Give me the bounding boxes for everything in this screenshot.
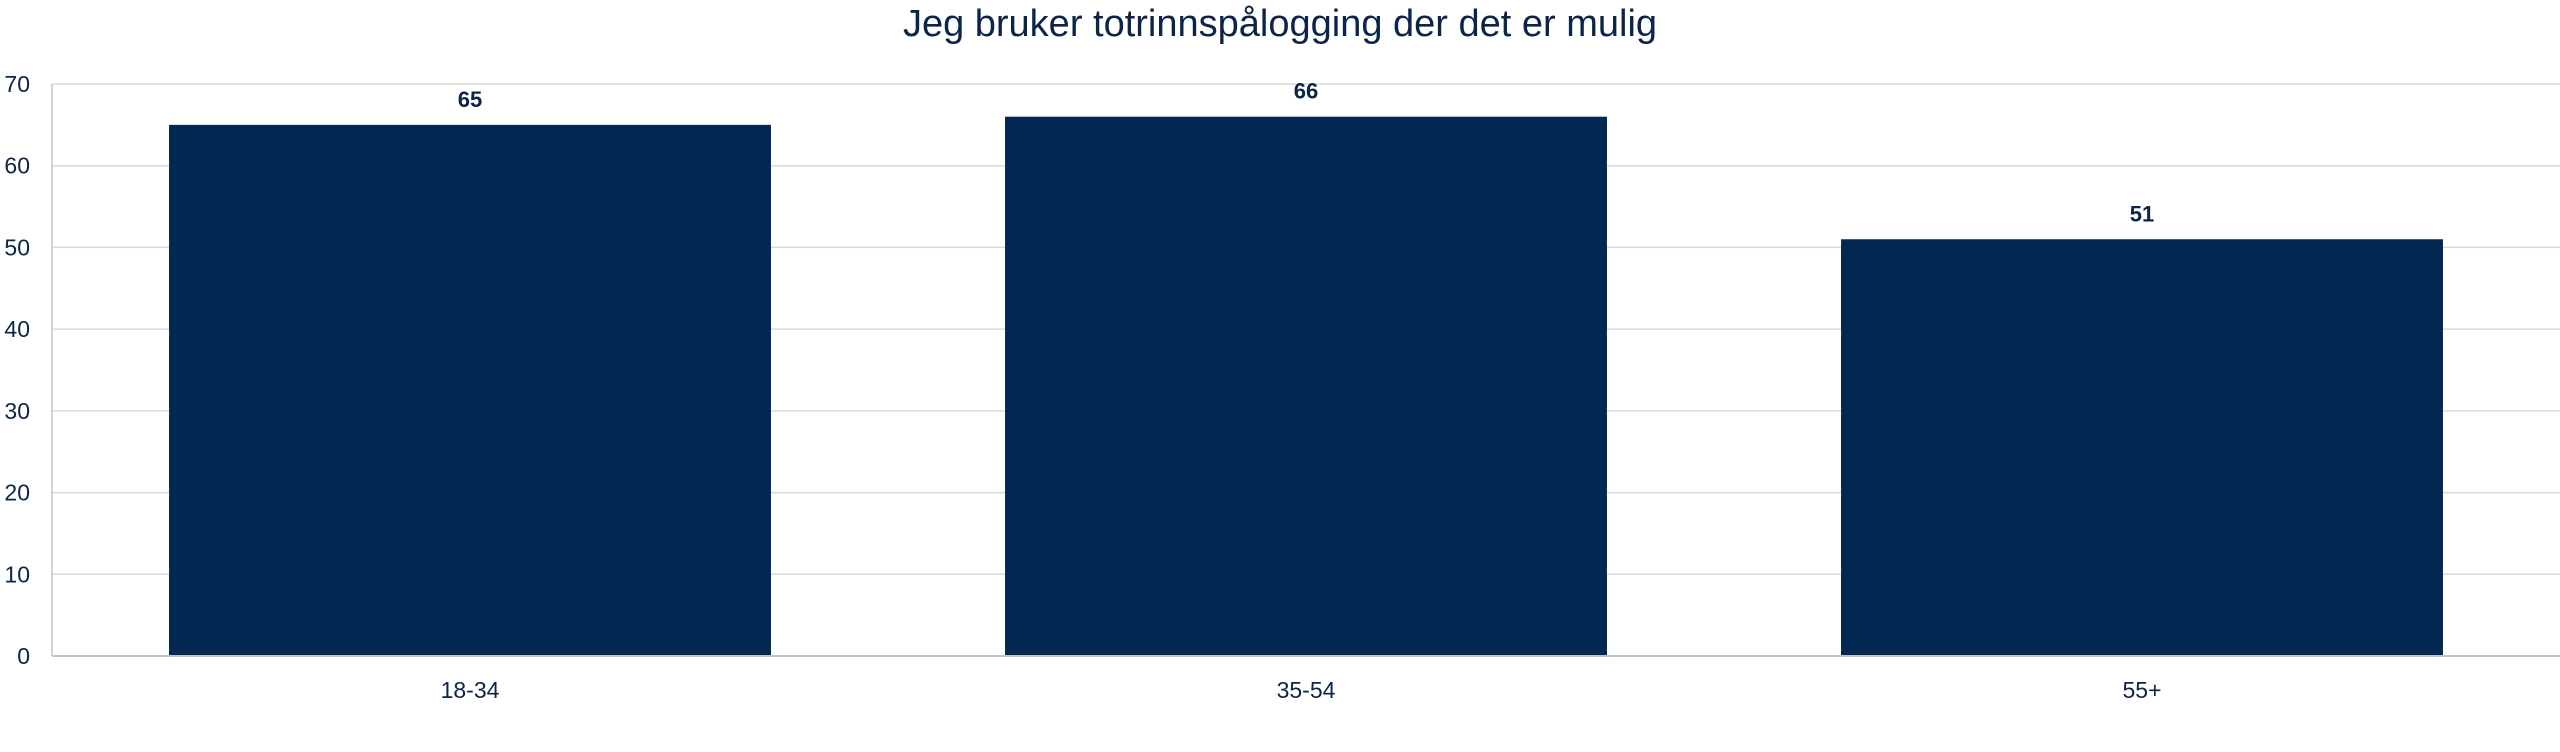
y-tick-label: 30 [4,398,30,424]
data-label: 51 [2130,201,2154,226]
labels: 0 10 20 30 40 50 60 70 65 18-34 66 35-54 51 55+ [4,71,2161,703]
chart-title: Jeg bruker totrinnspålogging der det er … [902,3,1658,45]
y-tick-label: 70 [4,71,30,97]
y-tick-label: 20 [4,480,30,506]
y-tick-label: 50 [4,234,30,260]
axes [51,84,2560,657]
bar-18-34 [169,124,771,657]
bars [169,116,2443,657]
x-tick-label: 55+ [2122,677,2161,703]
y-tick-label: 0 [17,643,30,669]
bar-55+ [1841,239,2443,656]
data-label: 66 [1294,79,1318,104]
x-tick-label: 18-34 [441,677,500,703]
y-tick-label: 40 [4,316,30,342]
y-tick-label: 60 [4,153,30,179]
data-label: 65 [458,87,482,112]
bar-35-54 [1005,116,1607,656]
x-tick-label: 35-54 [1277,677,1336,703]
y-tick-label: 10 [4,561,30,587]
